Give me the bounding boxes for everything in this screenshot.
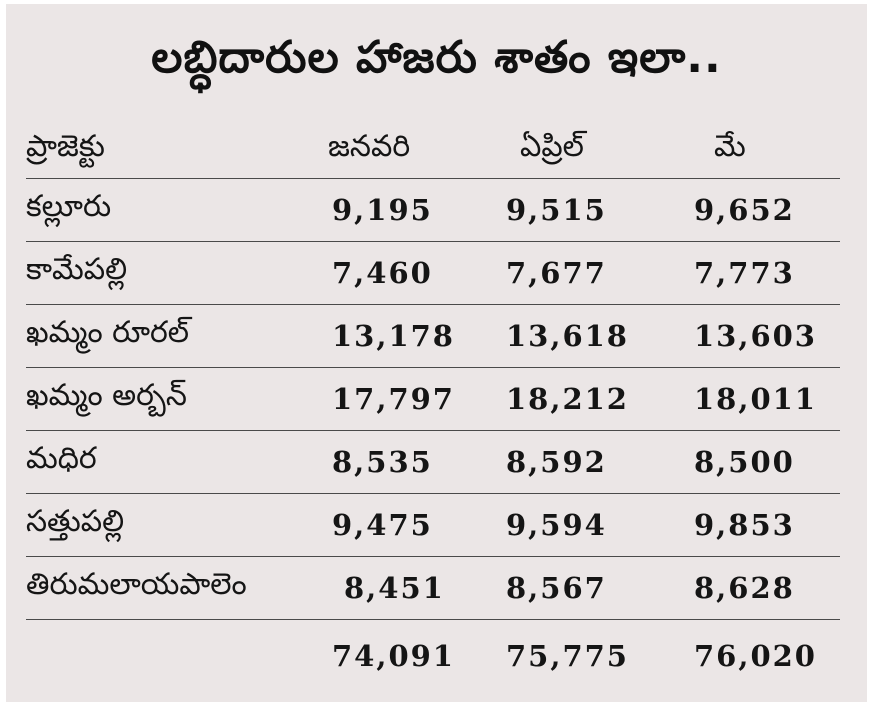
may-value: 8,628 xyxy=(694,570,795,605)
january-value: 8,451 xyxy=(344,570,445,605)
project-name: కల్లూరు xyxy=(26,188,112,224)
attendance-table-card: లబ్ధిదారుల హాజరు శాతం ఇలా.. ప్రాజెక్టు జ… xyxy=(6,4,867,702)
table-row: కామేపల్లి 7,460 7,677 7,773 xyxy=(26,241,840,305)
project-name: కామేపల్లి xyxy=(26,251,128,287)
may-value: 9,652 xyxy=(694,192,795,227)
january-value: 9,195 xyxy=(332,192,433,227)
may-value: 13,603 xyxy=(694,318,817,353)
page-title: లబ్ధిదారుల హాజరు శాతం ఇలా.. xyxy=(151,32,722,83)
header-april: ఏప్రిల్ xyxy=(520,129,584,164)
table-row: తిరుమలాయపాలెం 8,451 8,567 8,628 xyxy=(26,556,840,620)
table-row: ఖమ్మం అర్బన్ 17,797 18,212 18,011 xyxy=(26,367,840,431)
table-header-row: ప్రాజెక్టు జనవరి ఏప్రిల్ మే xyxy=(26,122,840,179)
table-row: కల్లూరు 9,195 9,515 9,652 xyxy=(26,178,840,242)
project-name: సత్తుపల్లి xyxy=(26,503,125,539)
april-value: 7,677 xyxy=(506,255,607,290)
table-row: ఖమ్మం రూరల్ 13,178 13,618 13,603 xyxy=(26,304,840,368)
project-name: ఖమ్మం రూరల్ xyxy=(26,314,190,350)
january-value: 17,797 xyxy=(332,381,455,416)
may-value: 8,500 xyxy=(694,444,795,479)
may-total: 76,020 xyxy=(694,638,817,673)
project-name: ఖమ్మం అర్బన్ xyxy=(26,377,187,413)
project-name: తిరుమలాయపాలెం xyxy=(26,566,247,602)
header-january: జనవరి xyxy=(328,129,411,164)
april-value: 9,515 xyxy=(506,192,607,227)
table-row: సత్తుపల్లి 9,475 9,594 9,853 xyxy=(26,493,840,557)
project-name: మధిర xyxy=(26,440,97,476)
header-may: మే xyxy=(714,129,746,164)
april-value: 9,594 xyxy=(506,507,607,542)
april-total: 75,775 xyxy=(506,638,629,673)
header-project: ప్రాజెక్టు xyxy=(26,129,105,164)
april-value: 8,592 xyxy=(506,444,607,479)
january-value: 8,535 xyxy=(332,444,433,479)
may-value: 9,853 xyxy=(694,507,795,542)
january-value: 13,178 xyxy=(332,318,455,353)
april-value: 18,212 xyxy=(506,381,629,416)
january-value: 7,460 xyxy=(332,255,433,290)
january-value: 9,475 xyxy=(332,507,433,542)
table-row: మధిర 8,535 8,592 8,500 xyxy=(26,430,840,494)
january-total: 74,091 xyxy=(332,638,455,673)
may-value: 7,773 xyxy=(694,255,795,290)
totals-row: 74,091 75,775 76,020 xyxy=(26,624,840,687)
april-value: 13,618 xyxy=(506,318,629,353)
may-value: 18,011 xyxy=(694,381,817,416)
april-value: 8,567 xyxy=(506,570,607,605)
